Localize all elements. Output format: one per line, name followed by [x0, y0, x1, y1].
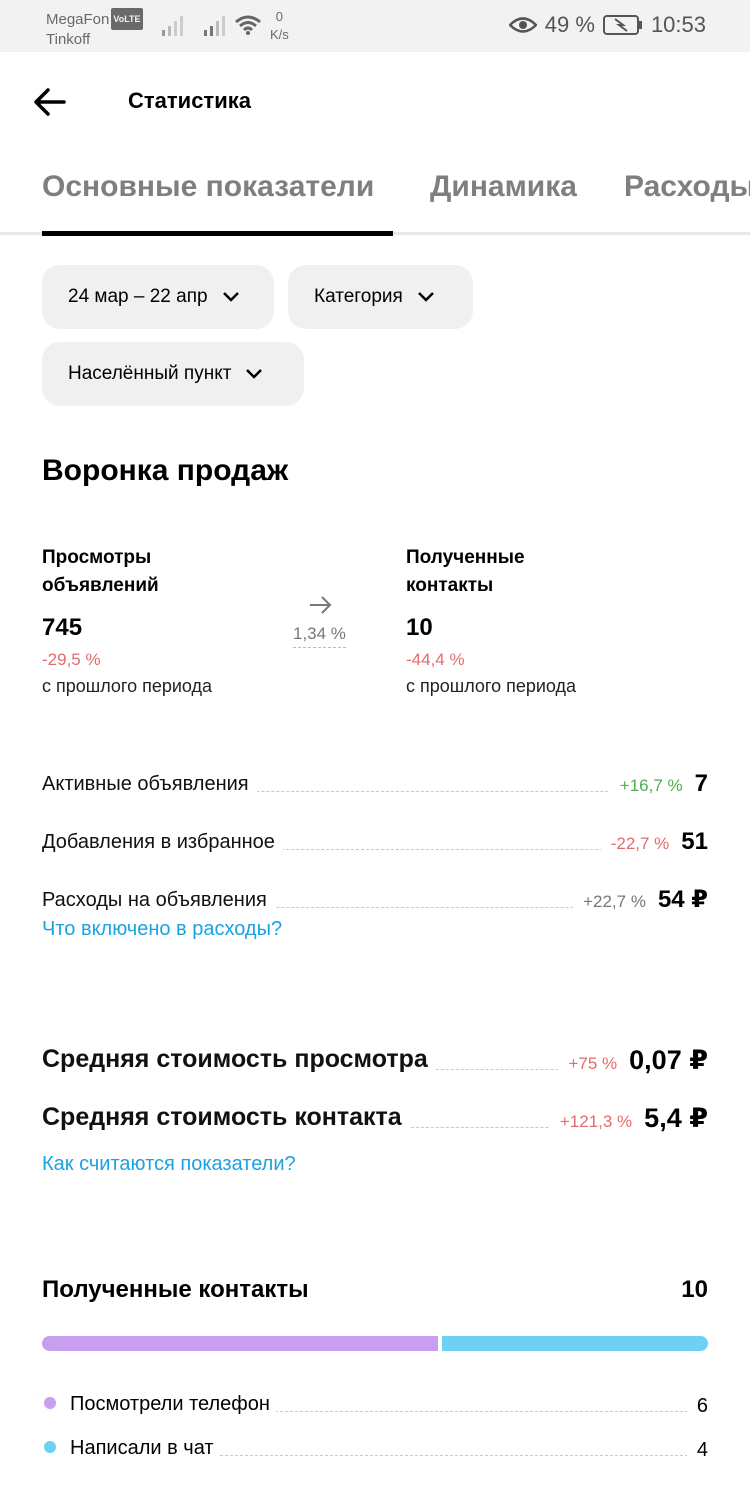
chevron-down-icon — [222, 292, 239, 302]
metric-row-expenses: Расходы на объявления +22,7 % 54 ₽ — [42, 880, 708, 914]
net-speed-unit: K/s — [270, 27, 289, 42]
avg-values: +75 % 0,07 ₽ — [558, 1045, 708, 1076]
avg-delta: +121,3 % — [559, 1112, 633, 1131]
status-bar: MegaFon VoLTE Tinkoff 0 K/s 49 % 10:53 — [0, 0, 750, 52]
legend-row-chat: Написали в чат 4 — [42, 1432, 708, 1462]
page-title: Статистика — [128, 88, 251, 113]
net-speed: 0 K/s — [270, 8, 289, 44]
views-value: 745 — [42, 614, 83, 641]
contacts-label-line1: Полученные — [406, 547, 525, 568]
signal-icon — [162, 16, 183, 36]
views-label: Просмотры объявлений — [42, 544, 159, 600]
eye-icon — [508, 17, 537, 33]
carrier-1: MegaFon — [46, 11, 110, 28]
dotted-leader — [42, 791, 708, 792]
metric-values: +16,7 % 7 — [609, 770, 708, 798]
views-label-line2: объявлений — [42, 575, 159, 596]
avg-value: 0,07 ₽ — [629, 1045, 708, 1075]
carrier-2: Tinkoff — [46, 31, 91, 48]
views-sub: с прошлого периода — [42, 676, 213, 696]
contacts-title: Полученные контакты — [42, 1276, 309, 1303]
avg-row-view-cost: Средняя стоимость просмотра +75 % 0,07 ₽ — [42, 1038, 708, 1076]
clock: 10:53 — [650, 12, 706, 37]
chevron-down-icon — [417, 292, 434, 302]
volte-badge: VoLTE — [111, 8, 143, 30]
period-filter-label: 24 мар – 22 апр — [68, 286, 208, 307]
metric-values: +22,7 % 54 ₽ — [573, 885, 708, 914]
avg-delta: +75 % — [568, 1054, 618, 1073]
expenses-info-link[interactable]: Что включено в расходы? — [42, 918, 283, 940]
views-delta: -29,5 % — [42, 650, 101, 669]
funnel-title: Воронка продаж — [42, 454, 289, 487]
metric-value: 51 — [681, 828, 708, 855]
metric-row-active-ads: Активные объявления +16,7 % 7 — [42, 764, 708, 798]
metric-value: 54 ₽ — [657, 886, 708, 913]
metric-delta: +22,7 % — [583, 892, 646, 911]
contacts-delta: -44,4 % — [406, 650, 465, 669]
back-arrow-icon[interactable] — [32, 86, 68, 118]
chevron-down-icon — [246, 369, 263, 379]
contacts-total: 10 — [681, 1276, 708, 1303]
arrow-right-icon — [310, 596, 332, 614]
metric-delta: +16,7 % — [619, 776, 683, 795]
contacts-label: Полученные контакты — [406, 544, 525, 600]
avg-row-contact-cost: Средняя стоимость контакта +121,3 % 5,4 … — [42, 1096, 708, 1134]
dotted-leader — [70, 1455, 708, 1456]
conversion-rate[interactable]: 1,34 % — [293, 624, 346, 648]
legend-value: 4 — [686, 1439, 708, 1462]
legend-dot-phone — [44, 1397, 56, 1409]
avg-label: Средняя стоимость просмотра — [42, 1045, 436, 1074]
contacts-sub: с прошлого периода — [406, 676, 577, 696]
metric-value: 7 — [694, 770, 708, 797]
views-label-line1: Просмотры — [42, 547, 152, 568]
wifi-icon — [235, 15, 261, 35]
legend-label: Написали в чат — [70, 1437, 220, 1460]
category-filter-label: Категория — [314, 286, 403, 307]
metric-label: Добавления в избранное — [42, 831, 283, 854]
avg-values: +121,3 % 5,4 ₽ — [549, 1103, 708, 1134]
metric-label: Активные объявления — [42, 773, 257, 796]
dotted-leader — [42, 907, 708, 908]
battery-icon — [602, 15, 642, 35]
signal-icon-2 — [204, 16, 225, 36]
avg-label: Средняя стоимость контакта — [42, 1103, 410, 1132]
contacts-bar-phone — [42, 1336, 438, 1351]
carrier-info: MegaFon VoLTE Tinkoff — [46, 8, 143, 50]
metrics-info-link[interactable]: Как считаются показатели? — [42, 1153, 296, 1175]
locality-filter[interactable]: Населённый пункт — [42, 342, 304, 406]
metric-values: -22,7 % 51 — [600, 828, 708, 856]
metric-delta: -22,7 % — [610, 834, 670, 853]
net-speed-value: 0 — [275, 9, 284, 24]
contacts-bar-chat — [442, 1336, 708, 1351]
tab-dynamics[interactable]: Динамика — [430, 170, 577, 203]
category-filter[interactable]: Категория — [288, 265, 473, 329]
locality-filter-label: Населённый пункт — [68, 363, 232, 384]
avg-value: 5,4 ₽ — [644, 1103, 708, 1133]
tab-main-metrics[interactable]: Основные показатели — [42, 170, 375, 203]
legend-row-phone: Посмотрели телефон 6 — [42, 1388, 708, 1418]
tab-expenses[interactable]: Расходы — [624, 170, 750, 203]
contacts-label-line2: контакты — [406, 575, 494, 596]
tab-bar: Основные показатели Динамика Расходы — [0, 160, 750, 238]
tab-active-indicator — [42, 231, 393, 236]
legend-label: Посмотрели телефон — [70, 1393, 276, 1416]
legend-value: 6 — [686, 1395, 708, 1418]
period-filter[interactable]: 24 мар – 22 апр — [42, 265, 274, 329]
legend-dot-chat — [44, 1441, 56, 1453]
status-right: 49 % 10:53 — [508, 12, 706, 38]
metric-row-favorites: Добавления в избранное -22,7 % 51 — [42, 822, 708, 856]
dotted-leader — [70, 1411, 708, 1412]
contacts-value: 10 — [406, 614, 433, 641]
dotted-leader — [42, 849, 708, 850]
metric-label: Расходы на объявления — [42, 889, 275, 912]
battery-percent: 49 % — [544, 12, 595, 37]
